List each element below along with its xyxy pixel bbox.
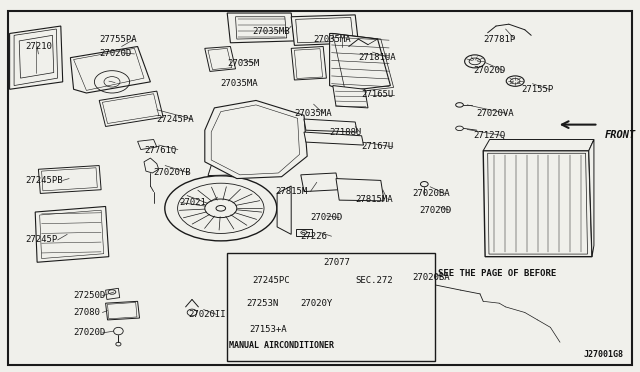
Text: 27245PC: 27245PC bbox=[253, 276, 291, 285]
Text: SEE THE PAGE OF BEFORE: SEE THE PAGE OF BEFORE bbox=[438, 269, 557, 278]
Bar bbox=[227, 253, 435, 361]
Text: 27165U: 27165U bbox=[362, 90, 394, 99]
Text: 27035MA: 27035MA bbox=[314, 35, 351, 44]
Text: 27020BA: 27020BA bbox=[413, 189, 451, 198]
Polygon shape bbox=[240, 275, 266, 290]
Polygon shape bbox=[589, 140, 594, 257]
Text: 27035MB: 27035MB bbox=[253, 27, 291, 36]
Text: 27210: 27210 bbox=[26, 42, 52, 51]
Text: 27020Y: 27020Y bbox=[301, 299, 333, 308]
Text: 27153+A: 27153+A bbox=[250, 325, 287, 334]
Polygon shape bbox=[291, 46, 326, 80]
Ellipse shape bbox=[165, 176, 276, 241]
Text: 27020D: 27020D bbox=[74, 328, 106, 337]
Text: 27020D: 27020D bbox=[310, 213, 342, 222]
Polygon shape bbox=[301, 173, 339, 192]
Polygon shape bbox=[291, 15, 358, 45]
Polygon shape bbox=[304, 119, 357, 132]
Polygon shape bbox=[14, 29, 58, 86]
Polygon shape bbox=[205, 100, 307, 179]
Polygon shape bbox=[291, 292, 317, 309]
Text: 27188U: 27188U bbox=[330, 128, 362, 137]
Text: SEC.272: SEC.272 bbox=[355, 276, 393, 285]
Text: 27020BA: 27020BA bbox=[413, 273, 451, 282]
Polygon shape bbox=[227, 13, 294, 43]
Text: 27035MA: 27035MA bbox=[294, 109, 332, 118]
Text: 27245PA: 27245PA bbox=[157, 115, 195, 124]
Ellipse shape bbox=[376, 298, 408, 319]
Text: 27245P: 27245P bbox=[26, 235, 58, 244]
Polygon shape bbox=[336, 179, 384, 201]
Text: 27253N: 27253N bbox=[246, 299, 278, 308]
Text: 27020D: 27020D bbox=[419, 206, 451, 215]
Polygon shape bbox=[144, 158, 159, 173]
Text: 27250D: 27250D bbox=[74, 291, 106, 300]
Text: 27080: 27080 bbox=[74, 308, 100, 317]
Polygon shape bbox=[35, 206, 109, 262]
Text: 27020D: 27020D bbox=[99, 49, 131, 58]
Text: 27226: 27226 bbox=[301, 232, 328, 241]
Polygon shape bbox=[205, 46, 236, 71]
Text: 27077: 27077 bbox=[323, 258, 350, 267]
Text: 27035M: 27035M bbox=[227, 59, 259, 68]
Text: 27167U: 27167U bbox=[362, 142, 394, 151]
Bar bbox=[296, 229, 312, 236]
Text: 27815M: 27815M bbox=[275, 187, 307, 196]
Text: 27021: 27021 bbox=[179, 198, 206, 207]
Text: 27020VA: 27020VA bbox=[477, 109, 515, 118]
Text: 27020II: 27020II bbox=[189, 310, 227, 319]
Polygon shape bbox=[106, 288, 120, 299]
Text: 27815MA: 27815MA bbox=[355, 195, 393, 203]
Text: 27781P: 27781P bbox=[483, 35, 515, 44]
Text: 27761Q: 27761Q bbox=[144, 146, 176, 155]
Polygon shape bbox=[243, 294, 259, 304]
Polygon shape bbox=[208, 164, 240, 176]
Text: MANUAL AIRCONDITIONER: MANUAL AIRCONDITIONER bbox=[229, 341, 334, 350]
Polygon shape bbox=[333, 86, 368, 108]
Ellipse shape bbox=[177, 183, 264, 234]
Polygon shape bbox=[10, 26, 63, 89]
Text: FRONT: FRONT bbox=[605, 130, 636, 140]
Text: 27155P: 27155P bbox=[522, 85, 554, 94]
Polygon shape bbox=[277, 186, 291, 234]
Text: 27020D: 27020D bbox=[474, 66, 506, 75]
Text: 27127Q: 27127Q bbox=[474, 131, 506, 140]
Polygon shape bbox=[483, 140, 594, 151]
Text: 27035MA: 27035MA bbox=[221, 79, 259, 88]
Text: J27001G8: J27001G8 bbox=[584, 350, 624, 359]
Polygon shape bbox=[106, 301, 140, 320]
Polygon shape bbox=[70, 46, 150, 93]
Text: 27020YB: 27020YB bbox=[154, 169, 191, 177]
Polygon shape bbox=[99, 91, 163, 126]
Polygon shape bbox=[38, 166, 101, 193]
Text: 27755PA: 27755PA bbox=[99, 35, 137, 44]
Polygon shape bbox=[330, 33, 390, 91]
Polygon shape bbox=[240, 314, 266, 329]
Text: 27181UA: 27181UA bbox=[358, 53, 396, 62]
Polygon shape bbox=[483, 151, 592, 257]
Text: 27245PB: 27245PB bbox=[26, 176, 63, 185]
Polygon shape bbox=[138, 140, 157, 150]
Polygon shape bbox=[304, 132, 364, 145]
